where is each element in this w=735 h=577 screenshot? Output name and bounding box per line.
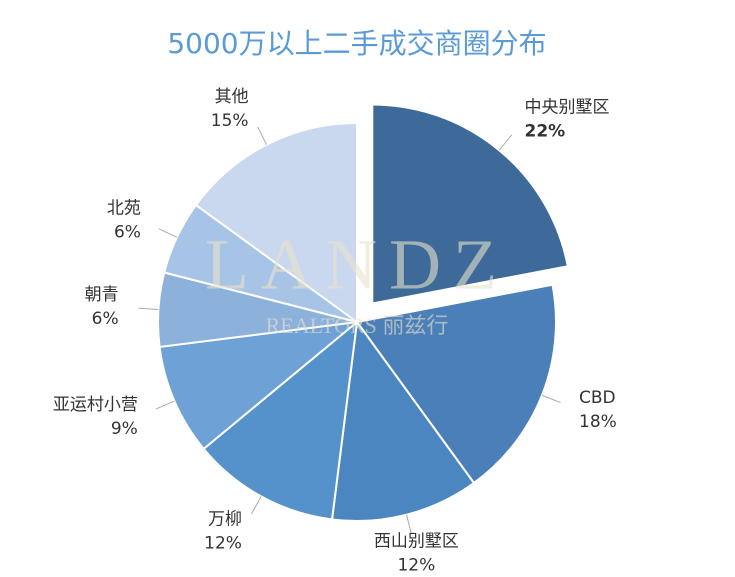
- slice-label: 中央别墅区: [525, 98, 610, 118]
- value-label: 12%: [204, 533, 242, 553]
- leader-line: [138, 307, 159, 311]
- value-label: 15%: [211, 111, 249, 131]
- pie-slice: [371, 103, 569, 305]
- watermark: REALTORS 丽兹行: [266, 313, 449, 338]
- leader-line: [251, 496, 262, 515]
- watermark: LANDZ: [205, 225, 509, 305]
- pie-slice: [194, 121, 358, 324]
- slice-label: CBD: [579, 388, 616, 408]
- value-label: 6%: [92, 309, 119, 329]
- leader-line: [155, 400, 175, 410]
- leader-line: [406, 514, 412, 535]
- slice-label: 万柳: [208, 509, 242, 529]
- leader-line: [541, 394, 561, 404]
- slice-label: 亚运村小营: [53, 395, 138, 415]
- value-label: 9%: [111, 419, 138, 439]
- value-label: 22%: [525, 122, 566, 142]
- slice-label: 北苑: [107, 198, 141, 218]
- value-label: 12%: [397, 555, 435, 575]
- pie-slice: [330, 319, 476, 522]
- slice-label: 西山别墅区: [374, 531, 459, 551]
- leader-line: [498, 134, 513, 151]
- pie-slice: [355, 283, 557, 485]
- slice-label: 其他: [215, 87, 249, 107]
- chart-title: 5000万以上二手成交商圈分布: [167, 27, 546, 60]
- leader-line: [257, 126, 268, 145]
- pie-slice: [202, 319, 359, 521]
- leader-line: [158, 228, 178, 238]
- value-label: 18%: [579, 412, 617, 432]
- value-label: 6%: [114, 222, 141, 242]
- pie-slice: [158, 320, 361, 451]
- slice-label: 朝青: [85, 285, 119, 305]
